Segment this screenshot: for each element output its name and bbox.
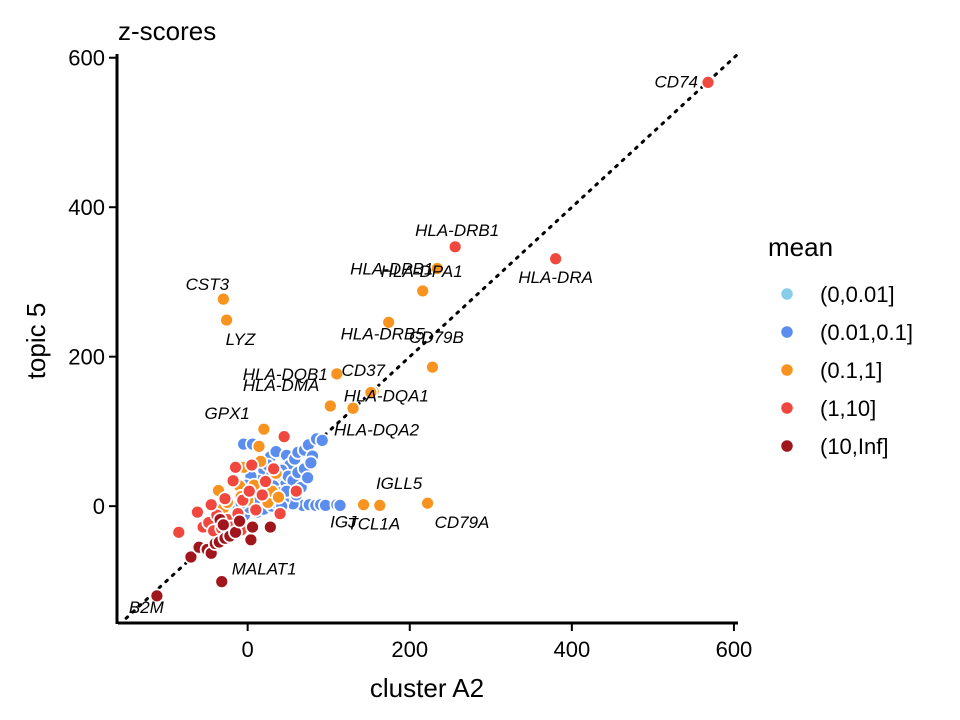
- gene-label: HLA-DRB5: [341, 324, 426, 343]
- data-point: [171, 524, 187, 540]
- gene-label: HLA-DMA: [243, 376, 320, 395]
- gene-label: GPX1: [205, 404, 250, 423]
- y-tick-label: 600: [68, 46, 105, 71]
- data-point: [272, 506, 288, 522]
- y-tick-label: 200: [68, 345, 105, 370]
- labeled-point: [214, 574, 230, 590]
- gene-label: IGJ: [330, 513, 357, 532]
- legend-title: mean: [768, 232, 833, 262]
- data-point: [244, 457, 260, 473]
- labeled-point: [447, 239, 463, 255]
- legend-swatch: [779, 324, 795, 340]
- data-point: [258, 474, 273, 489]
- gene-label: CD79A: [435, 513, 490, 532]
- data-point: [190, 504, 205, 520]
- data-point: [251, 438, 267, 454]
- data-point: [288, 483, 304, 499]
- labeled-point: [425, 359, 440, 375]
- data-point: [228, 459, 243, 475]
- gene-label: LYZ: [226, 330, 256, 349]
- labeled-point: [420, 495, 435, 511]
- gene-label: IGLL5: [376, 474, 423, 493]
- gene-label: B2M: [129, 598, 165, 617]
- legend-swatch: [779, 438, 795, 454]
- labeled-point: [372, 498, 388, 513]
- axes-layer: 0 200 400 600 0 200 400 600: [68, 46, 752, 662]
- data-point: [215, 517, 231, 533]
- gene-label: HLA-DQA1: [344, 387, 429, 406]
- data-point: [241, 483, 257, 499]
- data-point: [276, 429, 292, 445]
- reference-line-layer: [124, 52, 740, 620]
- y-tick-label: 0: [93, 494, 105, 519]
- data-point: [245, 519, 260, 535]
- labeled-point: [215, 291, 231, 307]
- x-axis-title: cluster A2: [370, 673, 484, 703]
- gene-label: HLA-DRA: [518, 268, 593, 287]
- data-point: [254, 487, 270, 503]
- labeled-point: [149, 588, 165, 604]
- legend-entries: (0,0.01] (0.01,0.1] (0.1,1] (1,10] (10,Inf]: [779, 282, 913, 459]
- data-point: [243, 532, 259, 548]
- data-point: [314, 432, 330, 448]
- legend-label: (0,0.01]: [820, 282, 895, 307]
- x-tick-label: 400: [553, 637, 590, 662]
- legend-label: (10,Inf]: [820, 434, 888, 459]
- gene-label: HLA-DQB1: [243, 365, 328, 384]
- labeled-point: [329, 366, 345, 382]
- legend-label: (0.01,0.1]: [820, 320, 913, 345]
- data-point: [203, 497, 219, 513]
- data-point: [225, 473, 241, 489]
- data-point: [266, 461, 282, 477]
- y-axis-title: topic 5: [21, 303, 51, 380]
- legend-label: (0.1,1]: [820, 358, 882, 383]
- labeled-point: [415, 283, 431, 299]
- labeled-point: [429, 261, 445, 276]
- x-tick-label: 200: [391, 637, 428, 662]
- gene-label: CST3: [186, 275, 230, 294]
- gene-label: HLA-DPA1: [381, 262, 463, 281]
- data-point: [303, 455, 319, 471]
- gene-label: CD74: [655, 72, 698, 91]
- legend-label: (1,10]: [820, 396, 876, 421]
- gene-label: HLA-DPB1: [350, 259, 433, 278]
- data-point: [232, 513, 247, 529]
- data-point: [332, 498, 348, 513]
- x-tick-label: 0: [242, 637, 254, 662]
- data-point: [183, 549, 199, 565]
- labeled-point: [381, 314, 397, 330]
- labeled-point: [256, 421, 272, 437]
- reference-line: [124, 52, 740, 620]
- data-point: [300, 470, 316, 486]
- chart-title: z-scores: [118, 16, 216, 46]
- gene-label: CD37: [342, 361, 386, 380]
- data-point: [262, 519, 278, 535]
- legend-swatch: [779, 400, 795, 416]
- gene-label: MALAT1: [232, 560, 297, 579]
- labeled-point: [356, 497, 371, 513]
- data-point: [217, 491, 233, 507]
- data-point: [271, 489, 286, 505]
- labeled-point: [700, 75, 716, 90]
- legend: mean (0,0.01] (0.01,0.1] (0.1,1] (1,10] (10,…: [768, 232, 913, 459]
- labeled-point: [219, 312, 235, 328]
- x-tick-label: 600: [716, 637, 753, 662]
- data-point: [248, 502, 264, 518]
- legend-swatch: [779, 362, 795, 378]
- y-tick-label: 400: [68, 195, 105, 220]
- gene-label: HLA-DRB1: [415, 221, 499, 240]
- labeled-point: [363, 385, 379, 400]
- gene-label: HLA-DQA2: [334, 420, 420, 439]
- gene-label: CD79B: [409, 328, 464, 347]
- labeled-point: [548, 251, 564, 267]
- labeled-point: [322, 398, 338, 414]
- gene-label: TCL1A: [347, 514, 400, 533]
- labeled-point: [345, 400, 361, 416]
- points-layer: [149, 75, 716, 604]
- legend-swatch: [779, 286, 795, 302]
